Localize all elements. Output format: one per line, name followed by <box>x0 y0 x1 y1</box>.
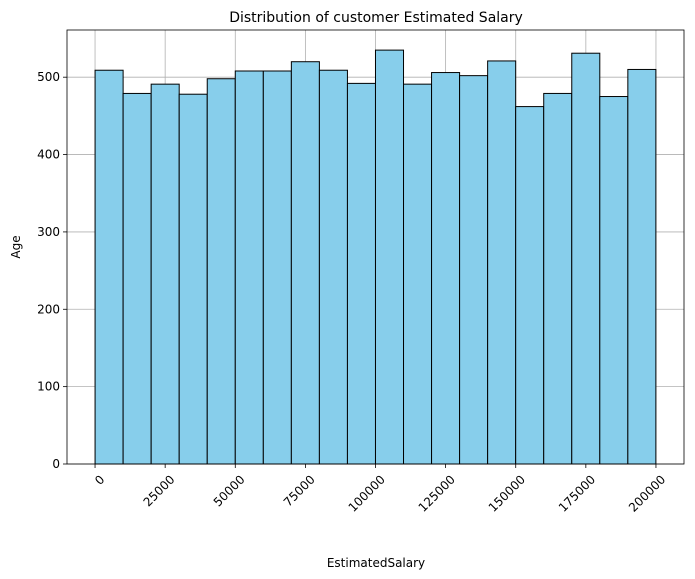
y-tick-label: 300 <box>37 225 60 239</box>
histogram-bar <box>290 61 320 465</box>
histogram-bar <box>178 93 208 465</box>
x-tick-label: 25000 <box>141 472 178 509</box>
histogram-bar <box>262 70 292 465</box>
y-axis-ticks: 0 100 200 300 400 500 <box>37 70 67 471</box>
x-tick-label: 75000 <box>281 472 318 509</box>
histogram-bar <box>122 92 152 465</box>
histogram-bar <box>487 60 517 465</box>
y-tick-label: 400 <box>37 148 60 162</box>
histogram-bar <box>374 49 405 465</box>
y-tick-label: 500 <box>37 70 60 84</box>
histogram-bar <box>318 69 348 465</box>
x-tick-label: 150000 <box>486 472 528 514</box>
histogram-bar <box>515 106 545 465</box>
y-tick-label: 200 <box>37 302 60 316</box>
histogram-bar <box>150 83 180 465</box>
x-tick-label: 200000 <box>626 472 668 514</box>
chart-title: Distribution of customer Estimated Salar… <box>229 10 523 26</box>
x-tick-label: 100000 <box>346 472 388 514</box>
x-tick-label: 175000 <box>556 472 598 514</box>
x-axis-label: EstimatedSalary <box>327 556 425 570</box>
histogram-bar <box>346 82 376 465</box>
x-tick-label: 50000 <box>211 472 248 509</box>
histogram-bar <box>459 75 489 465</box>
histogram-bar <box>403 83 433 465</box>
y-tick-label: 0 <box>52 457 60 471</box>
histogram-bar <box>431 72 461 465</box>
x-tick-label: 0 <box>92 472 107 487</box>
x-tick-label: 125000 <box>416 472 458 514</box>
histogram-bar <box>571 52 601 465</box>
histogram-bar <box>234 70 264 465</box>
histogram-bar <box>599 96 629 465</box>
y-tick-label: 100 <box>37 380 60 394</box>
histogram-bar <box>543 92 573 465</box>
histogram-bars <box>94 49 657 465</box>
histogram-bar <box>206 78 236 465</box>
y-axis-label: Age <box>9 235 23 258</box>
x-axis-ticks: 0 25000 50000 75000 100000 125000 150000 175000… <box>92 464 668 515</box>
histogram-bar <box>627 68 657 465</box>
histogram-bar <box>94 69 124 465</box>
